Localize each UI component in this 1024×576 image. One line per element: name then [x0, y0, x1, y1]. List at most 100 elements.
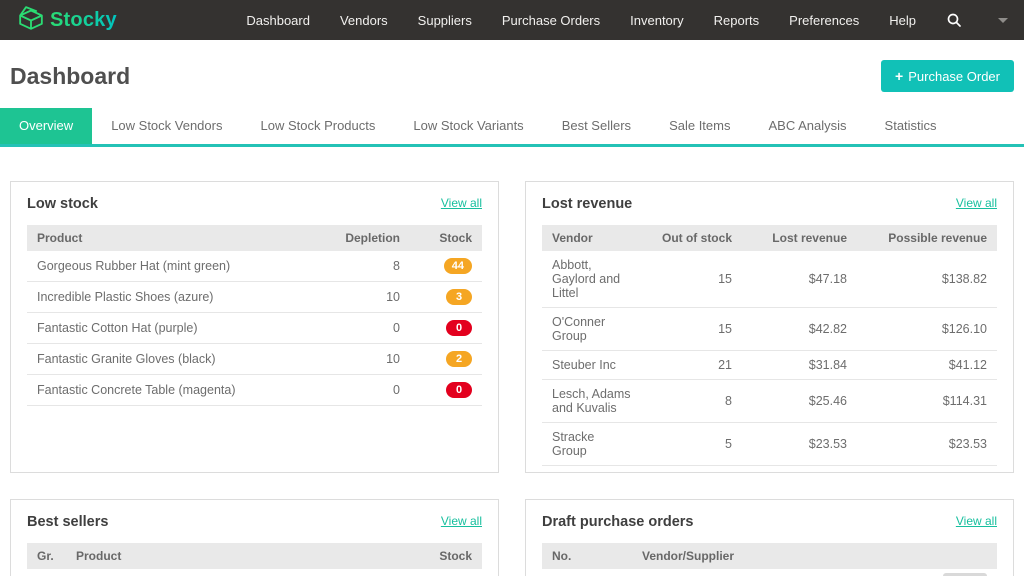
table-row: Fantastic Cotton Hat (purple) 0 0	[27, 312, 482, 344]
depletion-value: 0	[300, 374, 410, 406]
possible-revenue-value: $41.12	[857, 350, 997, 380]
best-sellers-table: Gr. Product Stock ASleek Concrete Chair …	[27, 543, 482, 576]
vendor-name: Steuber Inc	[542, 350, 642, 380]
column-header-stock: Stock	[410, 543, 482, 569]
page-header: Dashboard + Purchase Order	[0, 40, 1024, 108]
lost-revenue-value: $25.46	[742, 379, 857, 423]
table-row: Abbott, Gaylord and Littel 15 $47.18 $138.8…	[542, 251, 997, 308]
depletion-value: 10	[300, 343, 410, 375]
lost-revenue-value: $31.84	[742, 350, 857, 380]
column-header-possible-revenue: Possible revenue	[857, 225, 997, 251]
nav-item-purchase-orders[interactable]: Purchase Orders	[501, 12, 601, 28]
tab-low-stock-products[interactable]: Low Stock Products	[260, 118, 376, 133]
low-stock-table: Product Depletion Stock Gorgeous Rubber …	[27, 225, 482, 406]
best-sellers-title: Best sellers	[27, 514, 109, 530]
depletion-value: 10	[300, 281, 410, 313]
lost-revenue-table: Vendor Out of stock Lost revenue Possibl…	[542, 225, 997, 466]
table-row: Steuber Inc 21 $31.84 $41.12	[542, 350, 997, 380]
stock-badge: 0	[446, 320, 472, 336]
vendor-name: O'Conner Group	[542, 307, 642, 351]
column-header-depletion: Depletion	[300, 225, 410, 251]
product-name: Fantastic Concrete Table (magenta)	[27, 374, 300, 406]
tab-sale-items[interactable]: Sale Items	[669, 118, 731, 133]
product-name: Sleek Concrete Chair (green)	[66, 569, 410, 576]
nav-item-preferences[interactable]: Preferences	[789, 12, 860, 28]
table-row: Fantastic Granite Gloves (black) 10 2	[27, 343, 482, 375]
low-stock-panel: Low stock View all Product Depletion Sto…	[10, 181, 499, 473]
table-row: ASleek Concrete Chair (green)7	[27, 569, 482, 576]
draft-purchase-orders-view-all-link[interactable]: View all	[955, 514, 997, 528]
vendor-supplier-name: Bins, O'Hara and Bailey	[632, 569, 933, 576]
nav-item-vendors[interactable]: Vendors	[339, 12, 388, 28]
depletion-value: 0	[300, 312, 410, 344]
brand-name: Stocky	[50, 8, 117, 31]
best-sellers-view-all-link[interactable]: View all	[440, 514, 482, 528]
tab-statistics[interactable]: Statistics	[884, 118, 937, 133]
tab-overview[interactable]: Overview	[0, 108, 93, 144]
stock-badge: 3	[446, 289, 472, 305]
low-stock-view-all-link[interactable]: View all	[440, 196, 482, 210]
column-header-number: No.	[542, 543, 632, 569]
column-header-product: Product	[66, 543, 410, 569]
vendor-name: Stracke Group	[542, 422, 642, 466]
table-row: Incredible Plastic Shoes (azure) 10 3	[27, 281, 482, 313]
draft-purchase-orders-table: No. Vendor/Supplier #2277Bins, O'Hara an…	[542, 543, 997, 576]
lost-revenue-view-all-link[interactable]: View all	[955, 196, 997, 210]
top-navbar: Stocky Dashboard Vendors Suppliers Purch…	[0, 0, 1024, 40]
stock-badge: 2	[446, 351, 472, 367]
new-purchase-order-button[interactable]: + Purchase Order	[881, 60, 1014, 92]
nav-item-help[interactable]: Help	[889, 12, 916, 28]
table-row: O'Conner Group 15 $42.82 $126.10	[542, 307, 997, 351]
account-chevron-down-icon[interactable]	[998, 17, 1008, 23]
nav-item-dashboard[interactable]: Dashboard	[246, 12, 310, 28]
out-of-stock-value: 15	[642, 307, 742, 351]
column-header-product: Product	[27, 225, 300, 251]
out-of-stock-value: 21	[642, 350, 742, 380]
possible-revenue-value: $138.82	[857, 251, 997, 308]
lost-revenue-value: $47.18	[742, 251, 857, 308]
best-sellers-panel: Best sellers View all Gr. Product Stock …	[10, 499, 499, 576]
table-row: #2277Bins, O'Hara and Bailey view	[542, 569, 997, 576]
draft-purchase-orders-title: Draft purchase orders	[542, 514, 694, 530]
product-name: Fantastic Cotton Hat (purple)	[27, 312, 300, 344]
table-row: Fantastic Concrete Table (magenta) 0 0	[27, 374, 482, 406]
nav-item-reports[interactable]: Reports	[713, 12, 760, 28]
lost-revenue-title: Lost revenue	[542, 196, 633, 212]
low-stock-tbody: Gorgeous Rubber Hat (mint green) 8 44 Incre…	[27, 251, 482, 406]
possible-revenue-value: $23.53	[857, 422, 997, 466]
out-of-stock-value: 5	[642, 422, 742, 466]
panel-grid: Low stock View all Product Depletion Sto…	[0, 147, 1024, 576]
tab-low-stock-vendors[interactable]: Low Stock Vendors	[111, 118, 223, 133]
dashboard-tabs: Overview Low Stock Vendors Low Stock Pro…	[0, 108, 1024, 147]
product-name: Gorgeous Rubber Hat (mint green)	[27, 251, 300, 282]
tab-abc-analysis[interactable]: ABC Analysis	[768, 118, 847, 133]
tab-best-sellers[interactable]: Best Sellers	[561, 118, 632, 133]
nav-item-suppliers[interactable]: Suppliers	[417, 12, 472, 28]
product-name: Fantastic Granite Gloves (black)	[27, 343, 300, 375]
column-header-vendor: Vendor	[542, 225, 642, 251]
depletion-value: 8	[300, 251, 410, 282]
tab-low-stock-variants[interactable]: Low Stock Variants	[413, 118, 524, 133]
lost-revenue-value: $23.53	[742, 422, 857, 466]
best-sellers-tbody: ASleek Concrete Chair (green)7AGorgeous …	[27, 569, 482, 576]
possible-revenue-value: $114.31	[857, 379, 997, 423]
low-stock-title: Low stock	[27, 196, 98, 212]
table-row: Stracke Group 5 $23.53 $23.53	[542, 422, 997, 466]
purchase-order-number: #2277	[542, 569, 632, 576]
plus-icon: +	[895, 68, 904, 84]
table-row: Gorgeous Rubber Hat (mint green) 8 44	[27, 251, 482, 282]
column-header-grade: Gr.	[27, 543, 66, 569]
column-header-out-of-stock: Out of stock	[642, 225, 742, 251]
out-of-stock-value: 8	[642, 379, 742, 423]
view-purchase-order-button[interactable]: view	[942, 573, 987, 576]
draft-purchase-orders-panel: Draft purchase orders View all No. Vendo…	[525, 499, 1014, 576]
nav-item-inventory[interactable]: Inventory	[630, 12, 684, 28]
new-purchase-order-label: Purchase Order	[908, 68, 1000, 84]
search-icon[interactable]	[946, 12, 962, 28]
possible-revenue-value: $126.10	[857, 307, 997, 351]
column-header-action	[932, 543, 997, 569]
lost-revenue-panel: Lost revenue View all Vendor Out of stoc…	[525, 181, 1014, 473]
stocky-logo[interactable]: Stocky	[16, 3, 117, 38]
lost-revenue-tbody: Abbott, Gaylord and Littel 15 $47.18 $138.8…	[542, 251, 997, 466]
column-header-vendor-supplier: Vendor/Supplier	[632, 543, 933, 569]
